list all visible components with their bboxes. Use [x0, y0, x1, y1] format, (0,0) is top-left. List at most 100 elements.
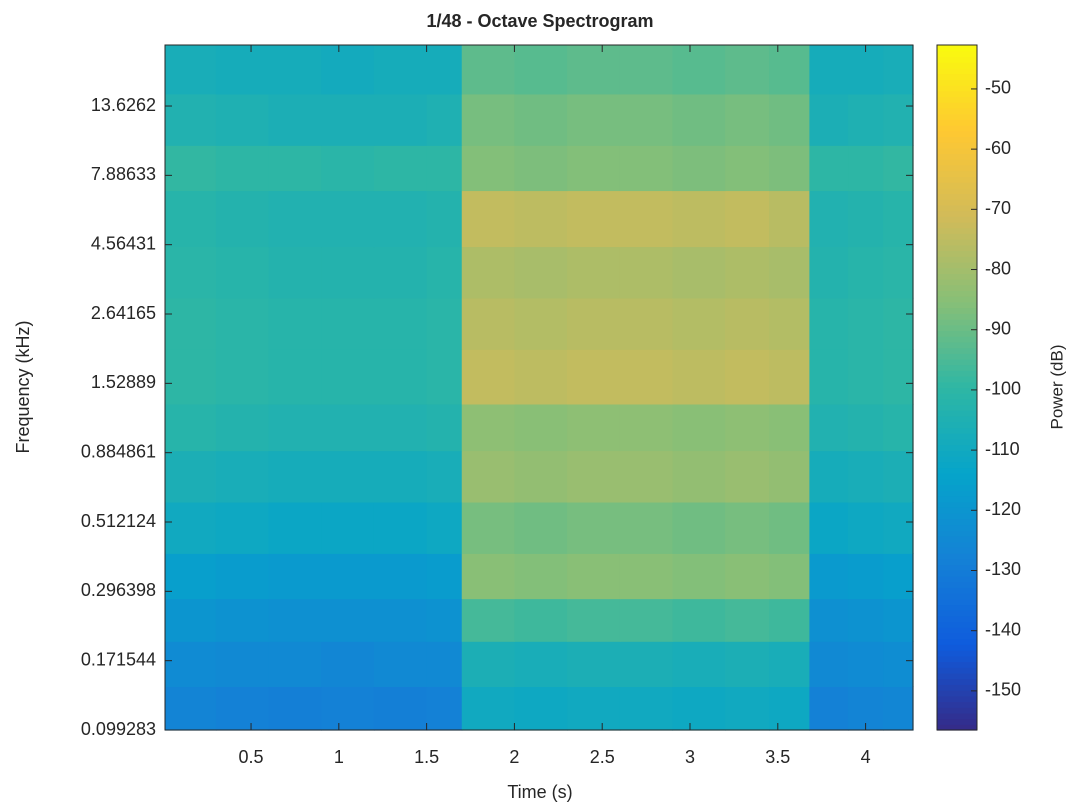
colorbar-swatch: [937, 136, 977, 143]
colorbar-swatch: [937, 336, 977, 343]
cell: [725, 246, 770, 299]
cell: [672, 501, 726, 554]
cell: [268, 598, 322, 642]
colorbar-swatch: [937, 690, 977, 697]
colorbar-swatch: [937, 416, 977, 423]
colorbar-swatch: [937, 199, 977, 206]
cell: [883, 598, 914, 642]
colorbar-swatch: [937, 433, 977, 440]
cell: [268, 246, 322, 299]
cell: [165, 501, 217, 554]
colorbar-swatch: [937, 678, 977, 685]
cell: [461, 686, 516, 731]
colorbar-swatch: [937, 644, 977, 651]
cell: [268, 297, 322, 350]
cell: [373, 641, 428, 688]
cell: [165, 403, 217, 452]
cell: [769, 641, 811, 688]
cell: [567, 501, 621, 554]
cell: [567, 349, 621, 405]
colorbar-swatch: [937, 615, 977, 623]
cell: [725, 598, 770, 642]
colorbar-swatch: [937, 341, 977, 349]
cell: [725, 501, 770, 554]
colorbar-swatch: [937, 284, 977, 292]
cell: [373, 450, 428, 503]
colorbar-swatch: [937, 513, 977, 520]
colorbar-swatch: [937, 210, 977, 217]
cell: [461, 246, 516, 299]
colorbar-swatch: [937, 296, 977, 303]
cell: [619, 297, 674, 350]
cell: [567, 450, 621, 503]
colorbar-swatch: [937, 444, 977, 451]
cell: [321, 553, 375, 600]
cell: [769, 145, 811, 192]
cell: [373, 297, 428, 350]
cell: [883, 403, 914, 452]
colorbar-swatch: [937, 50, 977, 58]
colorbar-swatch: [937, 398, 977, 406]
colorbar-swatch: [937, 547, 977, 554]
cell: [373, 246, 428, 299]
cell: [268, 450, 322, 503]
cell: [426, 641, 463, 688]
colorbar-swatch: [937, 478, 977, 486]
colorbar-swatch: [937, 553, 977, 560]
colorbar-swatch: [937, 193, 977, 200]
cell: [321, 190, 375, 248]
y-tick-label: 0.099283: [81, 719, 156, 739]
cell: [848, 450, 884, 503]
colorbar-swatch: [937, 290, 977, 297]
colorbar-swatch: [937, 581, 977, 588]
cell: [619, 641, 674, 688]
cell: [165, 598, 217, 642]
cell: [373, 403, 428, 452]
cell: [373, 501, 428, 554]
colorbar-swatch: [937, 142, 977, 149]
cell: [215, 45, 270, 95]
cell: [848, 246, 884, 299]
colorbar-tick-label: -90: [985, 318, 1011, 338]
y-tick-label: 13.6262: [91, 95, 156, 115]
cell: [426, 403, 463, 452]
cell: [848, 190, 884, 248]
cell: [769, 190, 811, 248]
cell: [883, 349, 914, 405]
cell: [165, 686, 217, 731]
cell: [769, 450, 811, 503]
colorbar-swatch: [937, 421, 977, 429]
cell: [619, 598, 674, 642]
cell: [848, 403, 884, 452]
chart-title: 1/48 - Octave Spectrogram: [426, 11, 653, 31]
cell: [514, 403, 568, 452]
colorbar-tick-label: -50: [985, 78, 1011, 98]
cell: [514, 246, 568, 299]
cell: [725, 553, 770, 600]
colorbar-swatch: [937, 358, 977, 366]
cell: [883, 190, 914, 248]
cell: [514, 598, 568, 642]
cell: [809, 403, 849, 452]
cell: [215, 450, 270, 503]
colorbar-swatch: [937, 718, 977, 725]
colorbar-swatch: [937, 221, 977, 229]
cell: [883, 45, 914, 95]
cell: [426, 686, 463, 731]
cell: [809, 553, 849, 600]
colorbar-swatch: [937, 313, 977, 320]
cell: [567, 246, 621, 299]
cell: [514, 553, 568, 600]
colorbar-tick-label: -70: [985, 198, 1011, 218]
x-tick-label: 4: [861, 747, 871, 767]
colorbar-swatch: [937, 638, 977, 645]
cell: [321, 45, 375, 95]
colorbar-swatch: [937, 598, 977, 606]
cell: [619, 686, 674, 731]
cell: [461, 145, 516, 192]
colorbar-swatch: [937, 541, 977, 548]
colorbar-tick-label: -120: [985, 499, 1021, 519]
cell: [215, 686, 270, 731]
cell: [848, 501, 884, 554]
